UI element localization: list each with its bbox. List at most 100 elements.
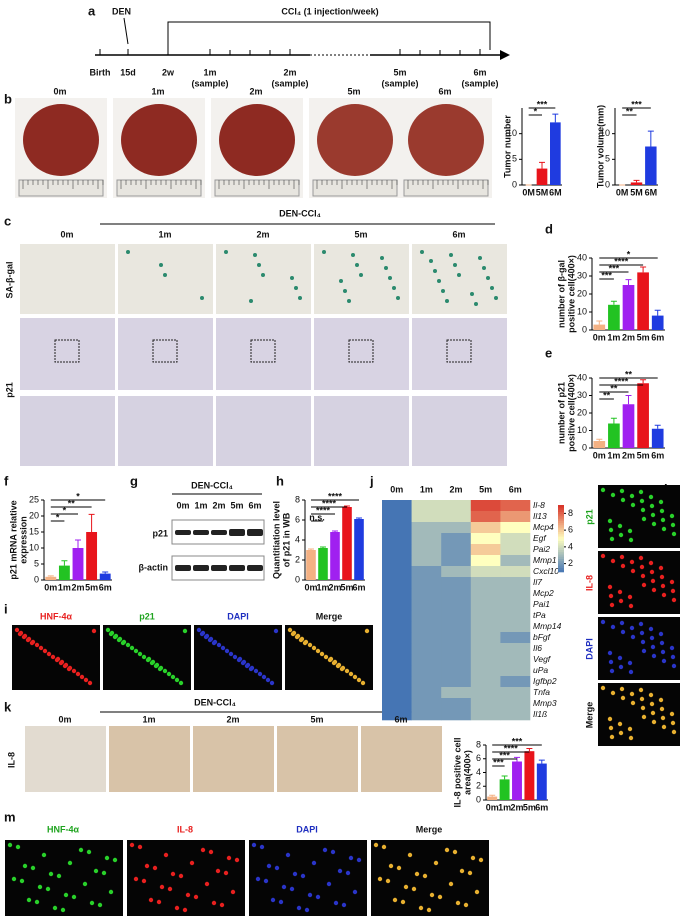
cell <box>101 870 107 876</box>
cell <box>659 508 665 514</box>
timeline-arrowhead <box>500 50 510 60</box>
time-label: 15d <box>120 67 136 77</box>
error-bar <box>47 575 54 577</box>
cell <box>661 724 667 730</box>
cell <box>619 686 625 692</box>
channel-label: HNF-4α <box>40 611 72 621</box>
heat-cell <box>500 522 531 534</box>
stain <box>396 296 400 300</box>
significance-label: *** <box>512 736 523 746</box>
cell <box>659 574 665 580</box>
panel-letter: e <box>545 345 552 360</box>
sa-gal-image <box>314 244 409 314</box>
band <box>247 565 263 571</box>
stain <box>482 266 486 270</box>
cell <box>455 900 461 906</box>
significance-label: **** <box>504 743 519 753</box>
heat-cell <box>411 698 442 710</box>
y-axis-label: p21 mRNA relative <box>8 500 18 579</box>
y-axis-label: Tumor number <box>502 115 512 178</box>
cell <box>437 894 443 900</box>
cell <box>82 881 88 887</box>
panel-letter: b <box>4 91 12 106</box>
cell <box>22 863 28 869</box>
cell <box>226 855 232 861</box>
cell <box>396 865 402 871</box>
cell <box>304 907 310 913</box>
cell <box>287 627 293 633</box>
zoom-box <box>446 339 472 363</box>
heat-cell <box>500 588 531 600</box>
time-label: 1m <box>203 67 216 77</box>
ruler <box>18 179 104 197</box>
cell <box>296 905 302 911</box>
column-label: 1m <box>420 484 433 494</box>
heat-cell <box>411 566 442 578</box>
significance-label: ** <box>603 390 611 400</box>
micrographs: 0m 1m 2m 5m 6m <box>20 229 507 466</box>
panel-letter: i <box>4 601 8 616</box>
bar <box>58 565 70 580</box>
bar <box>622 285 635 330</box>
cell <box>629 559 635 565</box>
fluorescence-image <box>371 840 489 916</box>
channel-label: HNF-4α <box>47 824 79 834</box>
cell <box>234 857 240 863</box>
bar <box>550 122 561 185</box>
colorbar-step <box>558 540 564 544</box>
cell <box>298 637 304 643</box>
cell <box>619 620 625 626</box>
sa-gal-image <box>412 244 507 314</box>
x-tick-label: 0m <box>593 450 606 460</box>
y-tick-label: 4 <box>295 534 300 544</box>
stain <box>261 273 265 277</box>
cell <box>174 905 180 911</box>
heat-cell <box>382 621 412 633</box>
cell <box>670 654 676 660</box>
cell <box>650 578 656 584</box>
y-tick-label: 8 <box>295 494 300 504</box>
cell <box>650 710 656 716</box>
colorbar-step <box>558 560 564 564</box>
cell <box>377 876 383 882</box>
time-label: 0m <box>58 714 71 724</box>
stain <box>249 299 253 303</box>
cell <box>204 881 210 887</box>
cell <box>600 487 606 493</box>
cell <box>269 680 275 686</box>
error-bar <box>552 113 559 123</box>
row-label: uPa <box>533 665 548 675</box>
x-tick-label: 5m <box>637 332 650 342</box>
cell <box>270 897 276 903</box>
cell <box>609 668 615 674</box>
cell <box>166 671 172 677</box>
cell <box>215 868 221 874</box>
cell <box>253 668 259 674</box>
cell <box>661 526 667 532</box>
stain <box>224 250 228 254</box>
heat-cell <box>470 621 501 633</box>
channel-label: Merge <box>416 824 443 834</box>
heat-cell <box>500 566 531 578</box>
band <box>193 530 209 535</box>
cell <box>292 871 298 877</box>
heat-cell <box>441 709 472 721</box>
time-note: (sample) <box>461 78 498 88</box>
cell <box>335 663 341 669</box>
cell <box>388 863 394 869</box>
zoom-box <box>54 339 80 363</box>
colorbar-step <box>558 518 564 521</box>
significance-label: ** <box>610 383 618 393</box>
row-label: Il1ß <box>533 709 547 719</box>
heat-cell <box>470 577 501 589</box>
stain <box>355 263 359 267</box>
row-label: Mmp3 <box>533 698 557 708</box>
cell <box>14 627 20 633</box>
cell <box>609 536 615 542</box>
p21-zoom <box>412 396 507 466</box>
stain <box>392 286 396 290</box>
y-tick-label: 40 <box>577 372 587 382</box>
heat-cell <box>500 621 531 633</box>
cell <box>45 886 51 892</box>
colorbar-step <box>558 569 564 573</box>
